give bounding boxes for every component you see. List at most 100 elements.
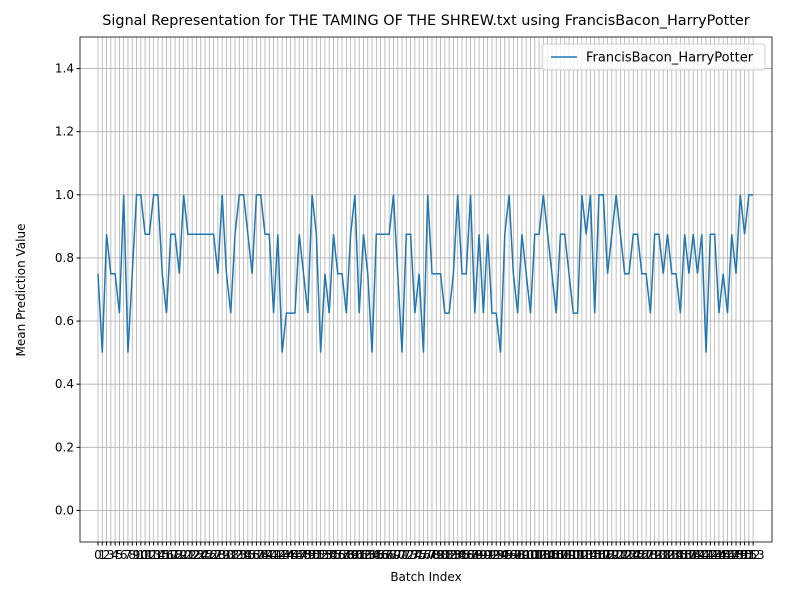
- x-tick-label: 71: [394, 548, 409, 562]
- x-tick-label: 122: [609, 548, 632, 562]
- x-tick-label: 51: [309, 548, 324, 562]
- y-tick-label: 1.0: [55, 188, 74, 202]
- x-tick-label: 29: [215, 548, 230, 562]
- x-tick-label: 13: [146, 548, 161, 562]
- x-tick-label: 7: [124, 548, 132, 562]
- x-tick-label: 94: [493, 548, 508, 562]
- y-tick-label: 0.8: [55, 251, 74, 265]
- x-tick-label: 81: [437, 548, 452, 562]
- x-tick-label: 0: [94, 548, 102, 562]
- x-tick-label: 87: [463, 548, 478, 562]
- x-tick-label: 1: [98, 548, 106, 562]
- x-tick-label: 52: [313, 548, 328, 562]
- x-tick-label: 130: [643, 548, 666, 562]
- x-tick-label: 84: [450, 548, 465, 562]
- x-tick-label: 18: [167, 548, 182, 562]
- x-tick-label: 109: [553, 548, 576, 562]
- x-tick-label: 32: [227, 548, 242, 562]
- x-tick-label: 93: [489, 548, 504, 562]
- x-tick-label: 120: [600, 548, 623, 562]
- x-tick-label: 64: [364, 548, 379, 562]
- x-tick-label: 135: [665, 548, 688, 562]
- x-tick-label: 27: [206, 548, 221, 562]
- y-tick-label: 0.6: [55, 314, 74, 328]
- data-line: [97, 194, 754, 353]
- x-tick-label: 14: [150, 548, 165, 562]
- x-tick-label: 114: [575, 548, 598, 562]
- x-tick-label: 127: [630, 548, 653, 562]
- x-tick-label: 3: [107, 548, 115, 562]
- x-tick-label: 74: [407, 548, 422, 562]
- legend-label: FrancisBacon_HarryPotter: [586, 51, 754, 66]
- x-tick-label: 33: [232, 548, 247, 562]
- x-tick-label: 124: [618, 548, 641, 562]
- x-tick-label: 121: [605, 548, 628, 562]
- x-tick-label: 50: [304, 548, 319, 562]
- x-tick-label: 151: [733, 548, 756, 562]
- x-tick-label: 78: [424, 548, 439, 562]
- x-tick-label: 97: [506, 548, 521, 562]
- x-tick-label: 68: [382, 548, 397, 562]
- x-tick-label: 2: [103, 548, 111, 562]
- y-axis-label: Mean Prediction Value: [14, 224, 28, 357]
- x-tick-label: 139: [682, 548, 705, 562]
- x-tick-label: 36: [245, 548, 260, 562]
- x-tick-label: 134: [660, 548, 683, 562]
- x-tick-label: 46: [287, 548, 302, 562]
- x-tick-label: 30: [219, 548, 234, 562]
- x-tick-label: 44: [279, 548, 294, 562]
- x-tick-label: 88: [467, 548, 482, 562]
- x-tick-label: 90: [476, 548, 491, 562]
- x-tick-label: 101: [519, 548, 542, 562]
- x-tick-label: 10: [133, 548, 148, 562]
- legend-box: [541, 43, 766, 71]
- x-tick-label: 76: [416, 548, 431, 562]
- x-tick-label: 66: [373, 548, 388, 562]
- x-tick-label: 47: [292, 548, 307, 562]
- x-tick-label: 53: [317, 548, 332, 562]
- x-tick-label: 19: [172, 548, 187, 562]
- x-tick-label: 105: [536, 548, 559, 562]
- x-tick-label: 57: [334, 548, 349, 562]
- x-tick-label: 149: [725, 548, 748, 562]
- x-tick-label: 92: [484, 548, 499, 562]
- x-tick-label: 102: [523, 548, 546, 562]
- x-tick-label: 4: [111, 548, 119, 562]
- x-tick-label: 63: [360, 548, 375, 562]
- x-tick-label: 98: [510, 548, 525, 562]
- x-tick-label: 141: [690, 548, 713, 562]
- x-tick-label: 128: [635, 548, 658, 562]
- x-tick-label: 45: [283, 548, 298, 562]
- x-tick-label: 49: [300, 548, 315, 562]
- x-tick-label: 16: [159, 548, 174, 562]
- x-tick-label: 21: [180, 548, 195, 562]
- x-tick-label: 31: [223, 548, 238, 562]
- x-tick-label: 150: [729, 548, 752, 562]
- x-tick-label: 113: [570, 548, 593, 562]
- x-tick-label: 96: [501, 548, 516, 562]
- x-tick-label: 85: [454, 548, 469, 562]
- plot-frame: [79, 36, 773, 543]
- x-tick-label: 12: [142, 548, 157, 562]
- x-tick-label: 116: [583, 548, 606, 562]
- x-tick-label: 104: [532, 548, 555, 562]
- x-tick-label: 67: [377, 548, 392, 562]
- x-tick-label: 39: [257, 548, 272, 562]
- x-tick-label: 5: [116, 548, 124, 562]
- y-tick-label: 0.0: [55, 503, 74, 517]
- x-tick-label: 106: [540, 548, 563, 562]
- x-tick-label: 48: [296, 548, 311, 562]
- x-tick-label: 8: [128, 548, 136, 562]
- x-tick-label: 55: [326, 548, 341, 562]
- x-tick-label: 62: [356, 548, 371, 562]
- x-tick-label: 28: [210, 548, 225, 562]
- x-tick-label: 69: [386, 548, 401, 562]
- x-tick-label: 42: [270, 548, 285, 562]
- x-tick-label: 70: [390, 548, 405, 562]
- x-tick-label: 129: [639, 548, 662, 562]
- x-tick-label: 99: [514, 548, 529, 562]
- x-tick-label: 138: [677, 548, 700, 562]
- x-tick-label: 89: [471, 548, 486, 562]
- x-tick-label: 58: [339, 548, 354, 562]
